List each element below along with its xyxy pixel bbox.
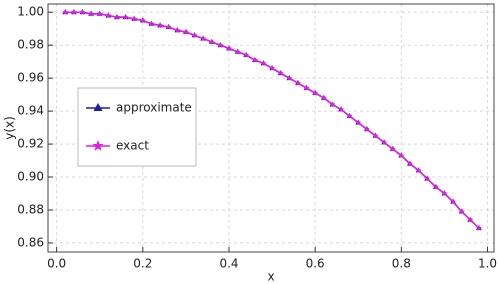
legend-label: approximate bbox=[116, 101, 192, 115]
marker bbox=[148, 20, 155, 27]
marker bbox=[260, 60, 267, 66]
marker bbox=[337, 106, 345, 113]
marker bbox=[165, 23, 172, 30]
marker bbox=[277, 70, 284, 76]
marker bbox=[363, 126, 370, 132]
marker bbox=[458, 208, 465, 215]
x-tick-label: 0.8 bbox=[392, 257, 411, 271]
marker bbox=[96, 10, 103, 17]
marker bbox=[122, 13, 129, 20]
marker bbox=[88, 10, 95, 17]
y-tick-label: 0.86 bbox=[17, 235, 44, 249]
x-tick-label: 1.0 bbox=[478, 257, 497, 271]
y-tick-label: 0.98 bbox=[17, 38, 44, 52]
y-tick-label: 0.94 bbox=[17, 104, 44, 118]
marker bbox=[389, 145, 396, 152]
marker bbox=[79, 9, 86, 15]
marker bbox=[243, 51, 250, 58]
marker bbox=[398, 152, 405, 159]
plot-frame bbox=[47, 3, 495, 253]
marker bbox=[312, 89, 319, 96]
marker bbox=[113, 13, 120, 20]
marker bbox=[234, 48, 241, 55]
x-tick-label: 0.0 bbox=[47, 257, 66, 271]
legend: approximate exact bbox=[77, 87, 197, 167]
y-tick-label: 0.92 bbox=[17, 137, 44, 151]
marker bbox=[217, 42, 224, 48]
marker bbox=[174, 27, 181, 33]
marker bbox=[269, 65, 276, 71]
y-tick-label: 0.88 bbox=[17, 202, 44, 216]
y-axis-label: y(x) bbox=[3, 116, 17, 140]
marker bbox=[131, 15, 138, 22]
marker bbox=[432, 183, 439, 190]
marker bbox=[475, 224, 482, 231]
legend-box bbox=[77, 87, 197, 167]
legend-marker bbox=[93, 103, 103, 111]
marker bbox=[450, 198, 457, 205]
marker bbox=[182, 28, 189, 35]
marker bbox=[303, 84, 310, 91]
marker bbox=[62, 9, 69, 15]
marker bbox=[105, 12, 112, 19]
marker bbox=[424, 175, 431, 182]
y-tick-label: 1.00 bbox=[17, 5, 44, 19]
y-tick-label: 0.96 bbox=[17, 71, 44, 85]
x-tick-label: 0.6 bbox=[306, 257, 325, 271]
marker bbox=[415, 167, 422, 174]
marker bbox=[355, 119, 362, 126]
marker bbox=[191, 32, 198, 38]
y-tick-label: 0.90 bbox=[17, 170, 44, 184]
marker bbox=[346, 112, 353, 119]
marker bbox=[467, 216, 474, 223]
legend-label: exact bbox=[116, 139, 149, 153]
marker bbox=[286, 74, 293, 81]
marker bbox=[294, 79, 301, 86]
legend-marker bbox=[92, 140, 104, 151]
marker bbox=[320, 94, 327, 101]
marker bbox=[381, 139, 388, 146]
series bbox=[62, 9, 482, 231]
x-tick-label: 0.2 bbox=[133, 257, 152, 271]
marker bbox=[208, 38, 215, 45]
marker bbox=[441, 190, 448, 197]
marker bbox=[157, 22, 164, 29]
marker bbox=[329, 101, 336, 108]
marker bbox=[225, 45, 233, 52]
marker bbox=[406, 160, 414, 167]
marker bbox=[139, 17, 146, 24]
x-tick-label: 0.4 bbox=[219, 257, 238, 271]
x-axis-label: x bbox=[267, 270, 274, 284]
marker bbox=[70, 9, 77, 15]
marker bbox=[372, 132, 379, 139]
marker bbox=[251, 56, 258, 63]
marker bbox=[200, 35, 207, 42]
